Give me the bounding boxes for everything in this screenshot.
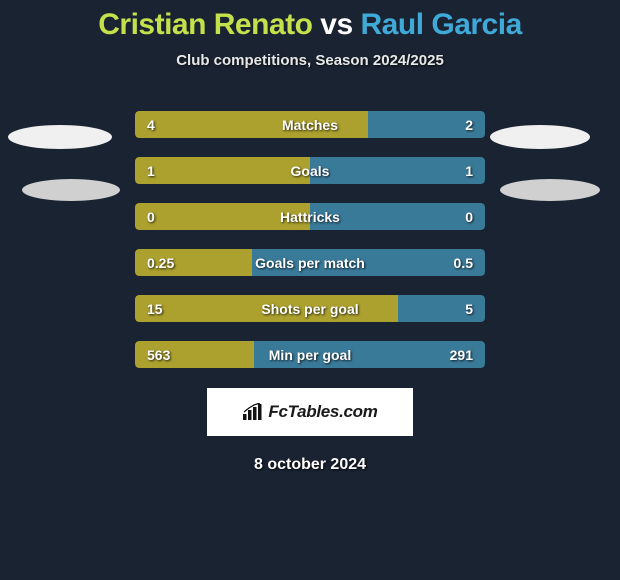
stat-row: Hattricks 0 0	[135, 203, 485, 230]
player2-badge-2	[500, 179, 600, 201]
stat-value-left: 1	[147, 163, 155, 179]
stat-value-left: 563	[147, 347, 170, 363]
bar-chart-icon	[242, 403, 264, 421]
stat-row: Shots per goal 15 5	[135, 295, 485, 322]
stat-label: Goals	[291, 163, 330, 179]
stat-row: Goals 1 1	[135, 157, 485, 184]
stat-value-left: 0	[147, 209, 155, 225]
stat-bar-right	[310, 157, 485, 184]
stat-value-right: 0	[465, 209, 473, 225]
date-text: 8 october 2024	[0, 456, 620, 474]
stat-row: Min per goal 563 291	[135, 341, 485, 368]
stat-label: Goals per match	[255, 255, 365, 271]
stat-label: Matches	[282, 117, 338, 133]
subtitle: Club competitions, Season 2024/2025	[0, 52, 620, 69]
stat-value-right: 1	[465, 163, 473, 179]
logo-text: FcTables.com	[268, 402, 377, 422]
stat-value-right: 2	[465, 117, 473, 133]
stat-value-left: 4	[147, 117, 155, 133]
player2-name: Raul Garcia	[361, 8, 522, 41]
stat-row: Goals per match 0.25 0.5	[135, 249, 485, 276]
stat-label: Hattricks	[280, 209, 340, 225]
player2-badge-1	[490, 125, 590, 149]
stat-row: Matches 4 2	[135, 111, 485, 138]
stat-label: Shots per goal	[261, 301, 358, 317]
stat-value-left: 15	[147, 301, 163, 317]
player1-badge-1	[8, 125, 112, 149]
stat-bar-left	[135, 157, 310, 184]
stat-label: Min per goal	[269, 347, 351, 363]
vs-text: vs	[320, 8, 352, 41]
player1-name: Cristian Renato	[98, 8, 312, 41]
stat-value-right: 291	[450, 347, 473, 363]
stats-bars: Matches 4 2 Goals 1 1 Hattricks 0 0 Goals per mat…	[135, 111, 485, 368]
player1-badge-2	[22, 179, 120, 201]
comparison-infographic: Cristian Renato vs Raul Garcia Club comp…	[0, 0, 620, 580]
page-title: Cristian Renato vs Raul Garcia	[0, 8, 620, 42]
stat-value-left: 0.25	[147, 255, 174, 271]
fctables-logo: FcTables.com	[207, 388, 413, 436]
stat-value-right: 5	[465, 301, 473, 317]
stat-value-right: 0.5	[454, 255, 473, 271]
